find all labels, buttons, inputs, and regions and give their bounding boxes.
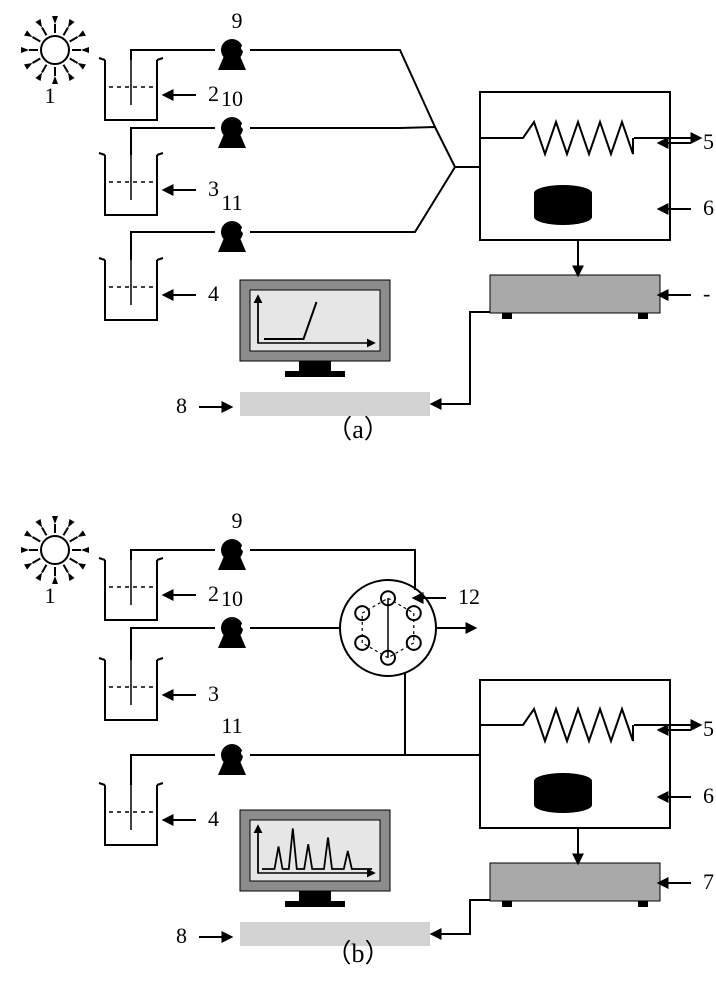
svg-text:（b）: （b）: [325, 939, 390, 968]
balance-base: [490, 863, 660, 907]
svg-text:12: 12: [458, 584, 480, 609]
monitor: [240, 810, 390, 907]
beaker: [99, 258, 163, 320]
sun-icon: [21, 516, 89, 584]
sample-cell: [534, 185, 592, 225]
svg-text:4: 4: [208, 806, 219, 831]
svg-text:9: 9: [232, 8, 243, 33]
svg-text:8: 8: [176, 923, 187, 948]
svg-text:5: 5: [703, 716, 714, 741]
connector-line: [131, 232, 215, 260]
connector-line: [131, 128, 215, 155]
svg-text:10: 10: [221, 86, 243, 111]
connector-line: [250, 167, 480, 232]
svg-text:3: 3: [208, 176, 219, 201]
connector-line: [131, 550, 215, 560]
svg-text:3: 3: [208, 681, 219, 706]
beaker: [99, 58, 163, 120]
beaker: [99, 658, 163, 720]
svg-text:7: 7: [703, 869, 714, 894]
svg-text:5: 5: [703, 129, 714, 154]
svg-text:1: 1: [45, 83, 56, 108]
svg-text:2: 2: [208, 581, 219, 606]
connector-line: [131, 50, 215, 60]
connector-line: [250, 550, 415, 590]
sun-icon: [21, 16, 89, 84]
monitor: [240, 280, 390, 377]
svg-text:（a）: （a）: [326, 415, 390, 444]
beaker: [99, 783, 163, 845]
svg-text:8: 8: [176, 393, 187, 418]
connector-line: [432, 312, 490, 404]
beaker: [99, 558, 163, 620]
balance-base: [490, 275, 660, 319]
svg-text:11: 11: [221, 190, 242, 215]
svg-text:9: 9: [232, 508, 243, 533]
svg-text:-: -: [703, 281, 710, 306]
connector-line: [131, 628, 215, 660]
pump: [218, 744, 247, 775]
svg-text:6: 6: [703, 783, 714, 808]
pump: [218, 39, 247, 70]
pump: [218, 117, 247, 148]
svg-text:2: 2: [208, 81, 219, 106]
svg-text:4: 4: [208, 281, 219, 306]
connector-line: [405, 673, 445, 755]
beaker: [99, 153, 163, 215]
connector-line: [250, 50, 435, 127]
six-port-valve: [340, 580, 436, 676]
svg-text:11: 11: [221, 713, 242, 738]
pump: [218, 617, 247, 648]
svg-text:6: 6: [703, 195, 714, 220]
pump: [218, 221, 247, 252]
sample-cell: [534, 773, 592, 813]
svg-text:1: 1: [45, 583, 56, 608]
svg-text:10: 10: [221, 586, 243, 611]
coil: [480, 709, 633, 741]
connector-line: [250, 127, 455, 167]
coil: [480, 122, 633, 154]
pump: [218, 539, 247, 570]
connector-line: [131, 755, 215, 785]
connector-line: [432, 900, 490, 934]
